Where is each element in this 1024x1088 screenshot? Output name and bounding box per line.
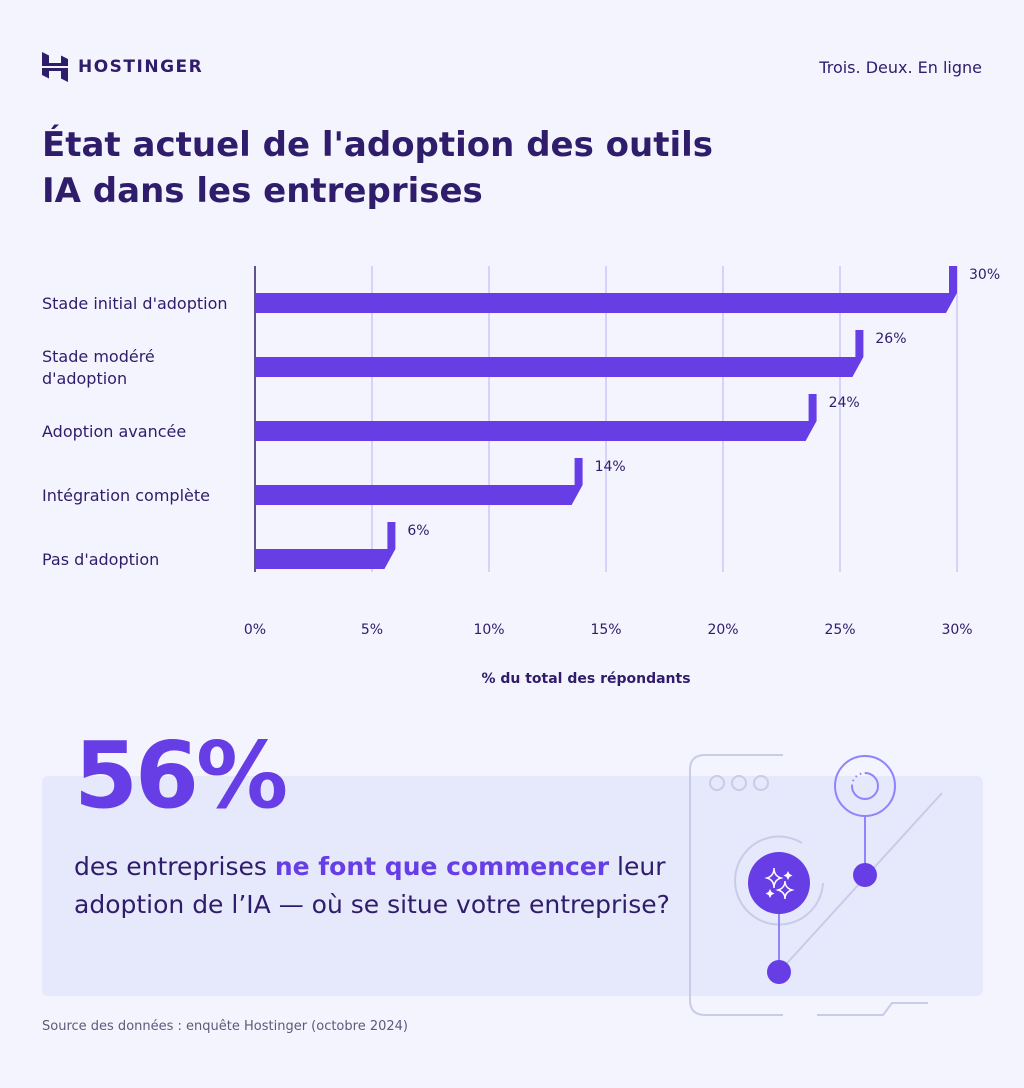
category-label: d'adoption [42, 369, 127, 388]
bar [255, 458, 583, 505]
x-axis-label: % du total des répondants [481, 671, 690, 687]
bar [255, 394, 817, 441]
hostinger-logo: HOSTINGER [42, 52, 203, 82]
title-line-1: État actuel de l'adoption des outils [42, 125, 714, 165]
ai-sparkle-node [748, 852, 810, 914]
x-tick-label: 20% [707, 622, 738, 638]
bar-chart: 0% 5% 10% 15% 20% 25% 30% 30% Stade initial d'ad… [42, 266, 1000, 687]
value-label: 26% [875, 331, 906, 347]
value-label: 24% [829, 395, 860, 411]
highlight-emphasis: ne font que commencer [274, 852, 610, 881]
value-label: 14% [595, 459, 626, 475]
highlight-text: des entreprises ne font que commencer le… [74, 848, 694, 924]
category-label: Stade modéré [42, 347, 155, 366]
title-line-2: IA dans les entreprises [42, 171, 483, 211]
highlight-card [42, 776, 983, 996]
ai-illustration [689, 754, 943, 1016]
x-tick-label: 30% [941, 622, 972, 638]
category-label: Stade initial d'adoption [42, 294, 228, 313]
brand-name: HOSTINGER [78, 57, 204, 77]
category-label: Intégration complète [42, 486, 210, 505]
x-tick-label: 10% [473, 622, 504, 638]
x-tick-label: 15% [590, 622, 621, 638]
highlight-text-before: des entreprises [74, 852, 275, 881]
bar [255, 522, 396, 569]
value-label: 6% [407, 523, 429, 539]
bar [255, 266, 957, 313]
sparkles-icon [764, 867, 795, 900]
x-tick-label: 25% [824, 622, 855, 638]
node-dot [767, 960, 791, 984]
highlight-text-after: leur adoption de l’IA — où se situe votr… [74, 852, 670, 919]
hostinger-logo-icon [42, 52, 68, 82]
bar [255, 330, 864, 377]
x-tick-label: 5% [361, 622, 383, 638]
source-note: Source des données : enquête Hostinger (… [42, 1019, 408, 1034]
highlight-stat: 56% [74, 722, 288, 829]
x-tick-label: 0% [244, 622, 266, 638]
page-title: État actuel de l'adoption des outils IA … [42, 122, 742, 214]
tagline: Trois. Deux. En ligne [819, 58, 982, 77]
node-dot [853, 863, 877, 887]
category-label: Pas d'adoption [42, 550, 159, 569]
value-label: 30% [969, 267, 1000, 283]
category-label: Adoption avancée [42, 422, 186, 441]
